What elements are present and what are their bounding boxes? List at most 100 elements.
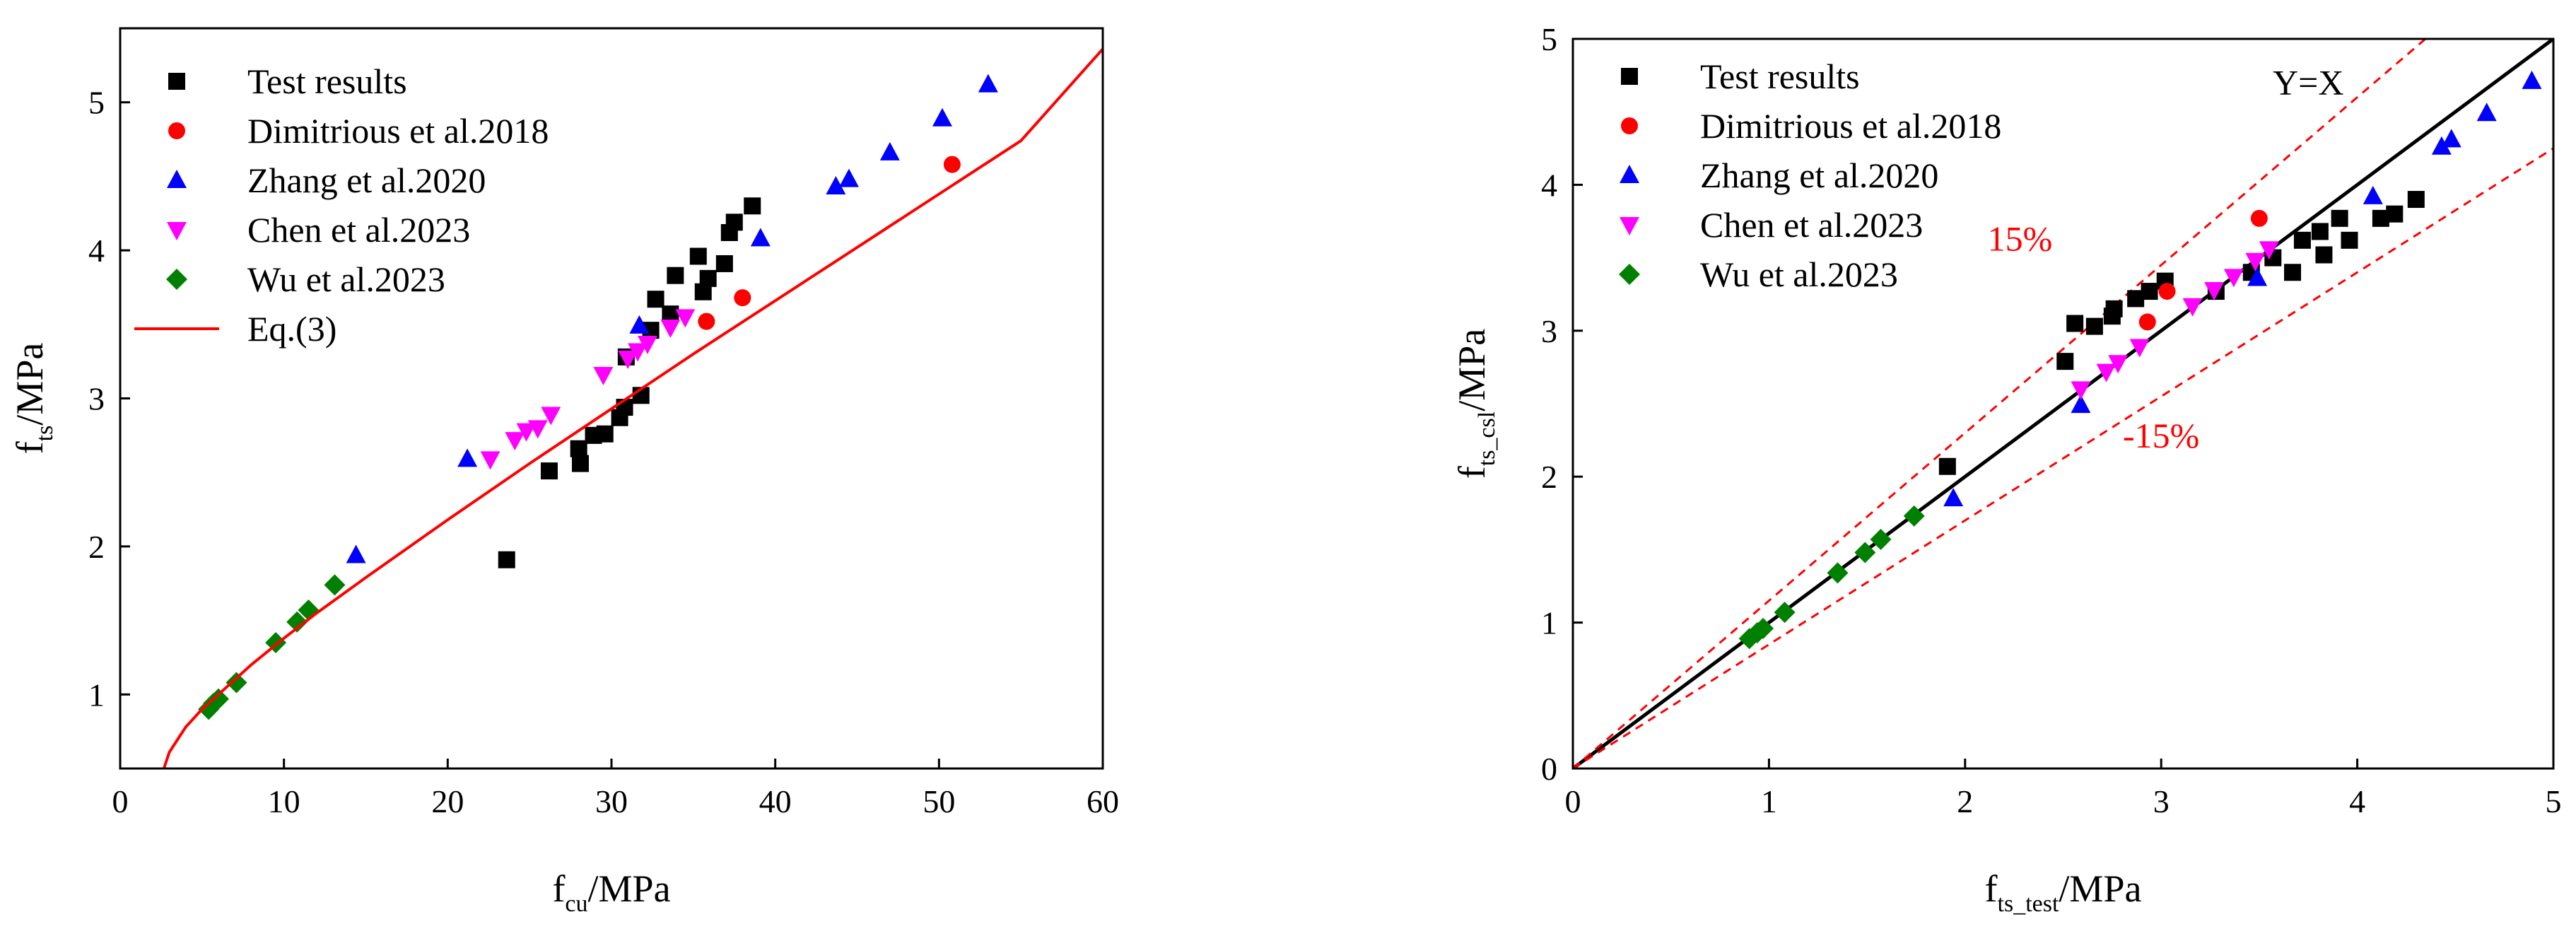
data-point <box>699 269 717 287</box>
y-tick-label: 1 <box>88 677 105 713</box>
data-point <box>2071 394 2091 414</box>
y-tick-label: 4 <box>88 233 105 269</box>
data-point <box>879 141 900 160</box>
data-point <box>2108 355 2129 374</box>
data-point <box>2522 70 2542 89</box>
data-point <box>734 289 751 307</box>
data-point <box>932 107 952 127</box>
data-point <box>647 291 665 308</box>
legend-swatch <box>1621 117 1638 134</box>
data-point <box>2315 246 2333 264</box>
data-point <box>744 197 761 215</box>
legend-label: Dimitrious et al.2018 <box>247 111 549 151</box>
x-tick-label: 0 <box>1565 783 1581 819</box>
reference-line <box>1573 39 2553 768</box>
data-point <box>1870 528 1892 550</box>
data-point <box>2085 317 2103 335</box>
legend-label: Wu et al.2023 <box>247 259 445 299</box>
data-point <box>516 423 537 442</box>
data-point <box>324 574 346 596</box>
y-tick-label: 2 <box>88 529 105 565</box>
legend-swatch <box>1619 264 1640 285</box>
y-axis-label: fts_csl/MPa <box>1451 329 1500 479</box>
data-point <box>838 168 859 187</box>
data-point <box>505 432 525 451</box>
reference-line <box>1573 147 2553 768</box>
data-point <box>2129 339 2150 358</box>
data-point <box>715 255 733 272</box>
legend-label: Test results <box>1700 57 1860 96</box>
data-point <box>571 455 589 472</box>
data-point <box>498 551 515 568</box>
data-point <box>1943 488 1964 507</box>
data-point <box>2247 267 2268 286</box>
data-point <box>725 214 743 231</box>
y-tick-label: 5 <box>88 85 105 121</box>
data-point <box>978 74 998 93</box>
data-point <box>2259 241 2279 260</box>
legend-label: Chen et al.2023 <box>247 210 470 250</box>
legend-label: Dimitrious et al.2018 <box>1700 106 2001 146</box>
data-point <box>2407 191 2425 209</box>
data-point <box>2182 298 2203 317</box>
left-chart: 0 10 20 30 40 50 60 1 2 3 4 5 fcu/MPa fts/MPa Test res… <box>8 27 1119 917</box>
x-tick-label: 40 <box>759 783 792 819</box>
legend-swatch <box>167 170 187 188</box>
y-axis-label: fts/MPa <box>8 343 58 455</box>
legend-swatch <box>1620 165 1639 183</box>
data-point <box>637 336 657 355</box>
data-point <box>480 451 500 470</box>
legend-swatch <box>168 122 185 139</box>
legend-label: Zhang et al.2020 <box>1700 156 1938 195</box>
legend-swatch <box>1621 68 1638 85</box>
data-point <box>2105 300 2123 317</box>
reference-line-label: Y=X <box>2273 62 2343 102</box>
data-point <box>750 228 771 247</box>
data-point <box>2284 264 2302 281</box>
x-tick-label: 2 <box>1957 783 1973 819</box>
data-point <box>541 407 561 426</box>
data-point <box>2204 282 2225 301</box>
data-point <box>2441 129 2461 148</box>
y-tick-label: 5 <box>1541 21 1557 57</box>
data-point <box>2341 231 2358 249</box>
legend-swatch <box>168 73 185 90</box>
x-tick-label: 1 <box>1761 783 1777 819</box>
y-tick-label: 0 <box>1541 751 1557 787</box>
data-point <box>2096 363 2117 382</box>
data-point <box>2363 185 2383 204</box>
series-line <box>163 47 1103 768</box>
right-chart: Y=X 15% -15% 0 1 2 3 4 5 0 1 2 3 4 5 fts_test/MPa fts_cs… <box>1451 21 2562 917</box>
data-point <box>660 319 681 338</box>
x-tick-label: 3 <box>2153 783 2170 819</box>
x-tick-label: 30 <box>595 783 628 819</box>
data-point <box>1854 542 1876 563</box>
data-point <box>540 462 558 480</box>
plot-frame <box>1571 37 2555 770</box>
data-point <box>286 611 308 633</box>
reference-line-label: 15% <box>1988 218 2053 258</box>
data-point <box>2311 223 2329 240</box>
data-point <box>1938 457 1956 475</box>
data-point <box>698 312 715 330</box>
data-point <box>2476 103 2497 122</box>
data-point <box>826 176 846 195</box>
legend-swatch <box>166 269 187 290</box>
reference-line <box>1573 39 2427 768</box>
data-point <box>593 366 614 385</box>
data-point <box>1827 562 1849 584</box>
y-tick-label: 1 <box>1541 605 1557 641</box>
data-point <box>2071 381 2091 400</box>
data-point <box>226 672 247 694</box>
y-tick-label: 2 <box>1541 459 1557 495</box>
legend-label: Zhang et al.2020 <box>247 160 486 200</box>
y-tick-label: 3 <box>1541 313 1557 349</box>
data-point <box>570 440 587 457</box>
data-point <box>1774 602 1796 624</box>
data-point <box>2250 209 2268 227</box>
x-tick-label: 20 <box>431 783 464 819</box>
x-tick-label: 0 <box>112 783 129 819</box>
data-point <box>689 247 707 265</box>
y-tick-label: 4 <box>1541 167 1557 203</box>
